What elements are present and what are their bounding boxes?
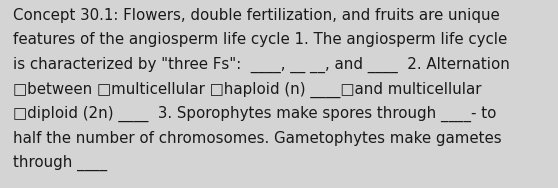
Text: half the number of chromosomes. Gametophytes make gametes: half the number of chromosomes. Gametoph… [13, 130, 502, 146]
Text: is characterized by "three Fs":  ____, __ __, and ____  2. Alternation: is characterized by "three Fs": ____, __… [13, 57, 510, 73]
Text: □between □multicellular □haploid (n) ____□and multicellular: □between □multicellular □haploid (n) ___… [13, 82, 482, 98]
Text: □diploid (2n) ____  3. Sporophytes make spores through ____- to: □diploid (2n) ____ 3. Sporophytes make s… [13, 106, 497, 122]
Text: features of the angiosperm life cycle 1. The angiosperm life cycle: features of the angiosperm life cycle 1.… [13, 33, 507, 48]
Text: Concept 30.1: Flowers, double fertilization, and fruits are unique: Concept 30.1: Flowers, double fertilizat… [13, 8, 500, 23]
Text: through ____: through ____ [13, 155, 107, 171]
